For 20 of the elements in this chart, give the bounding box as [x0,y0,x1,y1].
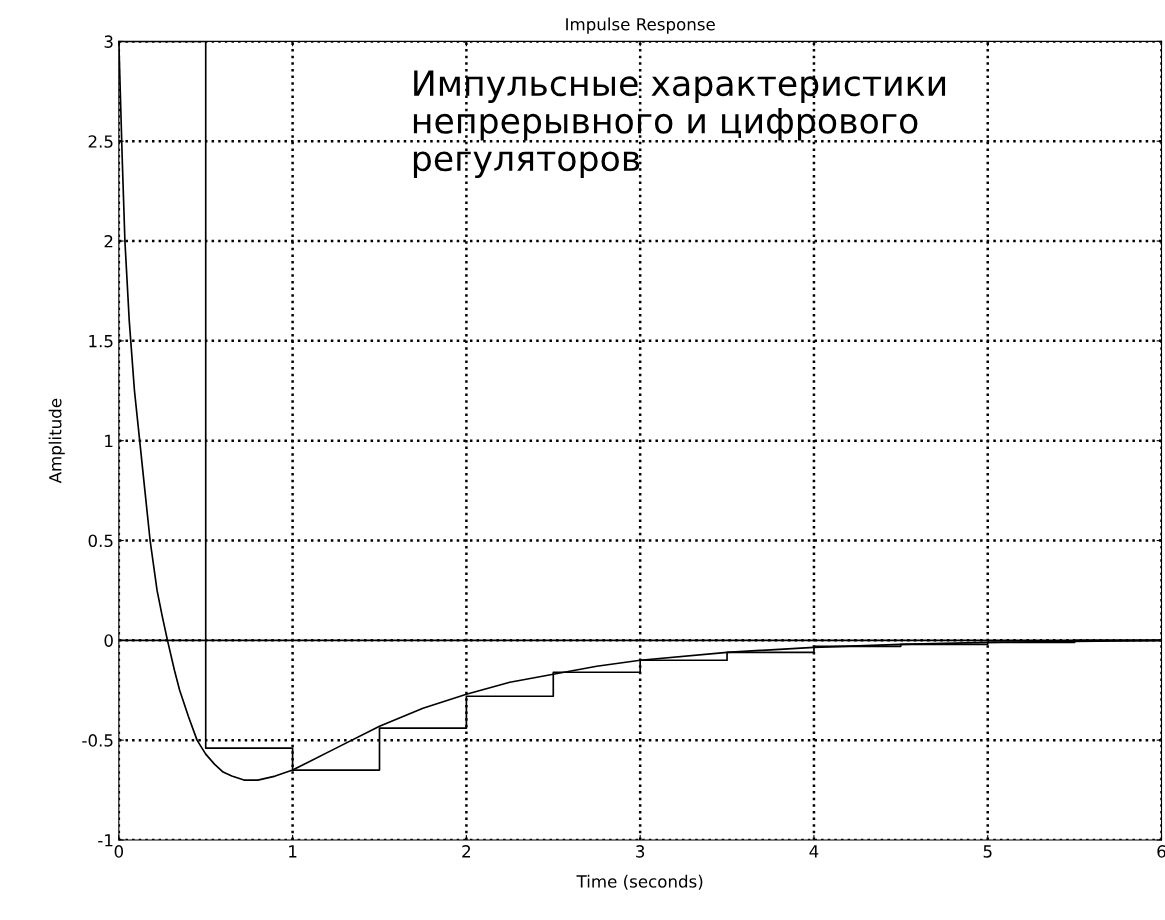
chart-title: Impulse Response [566,17,715,34]
y-tick-label: 1.5 [89,335,113,348]
y-tick-label: 2.5 [88,135,113,148]
x-axis-title: Time (seconds) [576,874,703,890]
x-tick-label: 0 [114,845,124,858]
y-tick-label: 0.5 [88,534,113,548]
y-tick-label: 3 [104,35,113,48]
x-tick-label: 2 [462,845,471,858]
y-tick-label: 2 [104,235,113,248]
y-axis-title: Amplitude [48,398,65,484]
y-tick-label: 1 [105,434,113,448]
x-tick-label: 3 [636,845,645,858]
x-tick-label: 6 [1157,845,1165,858]
x-tick-label: 4 [809,845,819,858]
y-tick-label: -0.5 [82,734,113,747]
y-tick-label: -1 [98,834,113,847]
x-tick-label: 1 [289,845,297,858]
y-tick-label: 0 [104,634,113,647]
annotation: Импульсные характеристики непрерывного и цифрового регуляторов [413,70,946,179]
x-tick-label: 5 [983,845,992,858]
